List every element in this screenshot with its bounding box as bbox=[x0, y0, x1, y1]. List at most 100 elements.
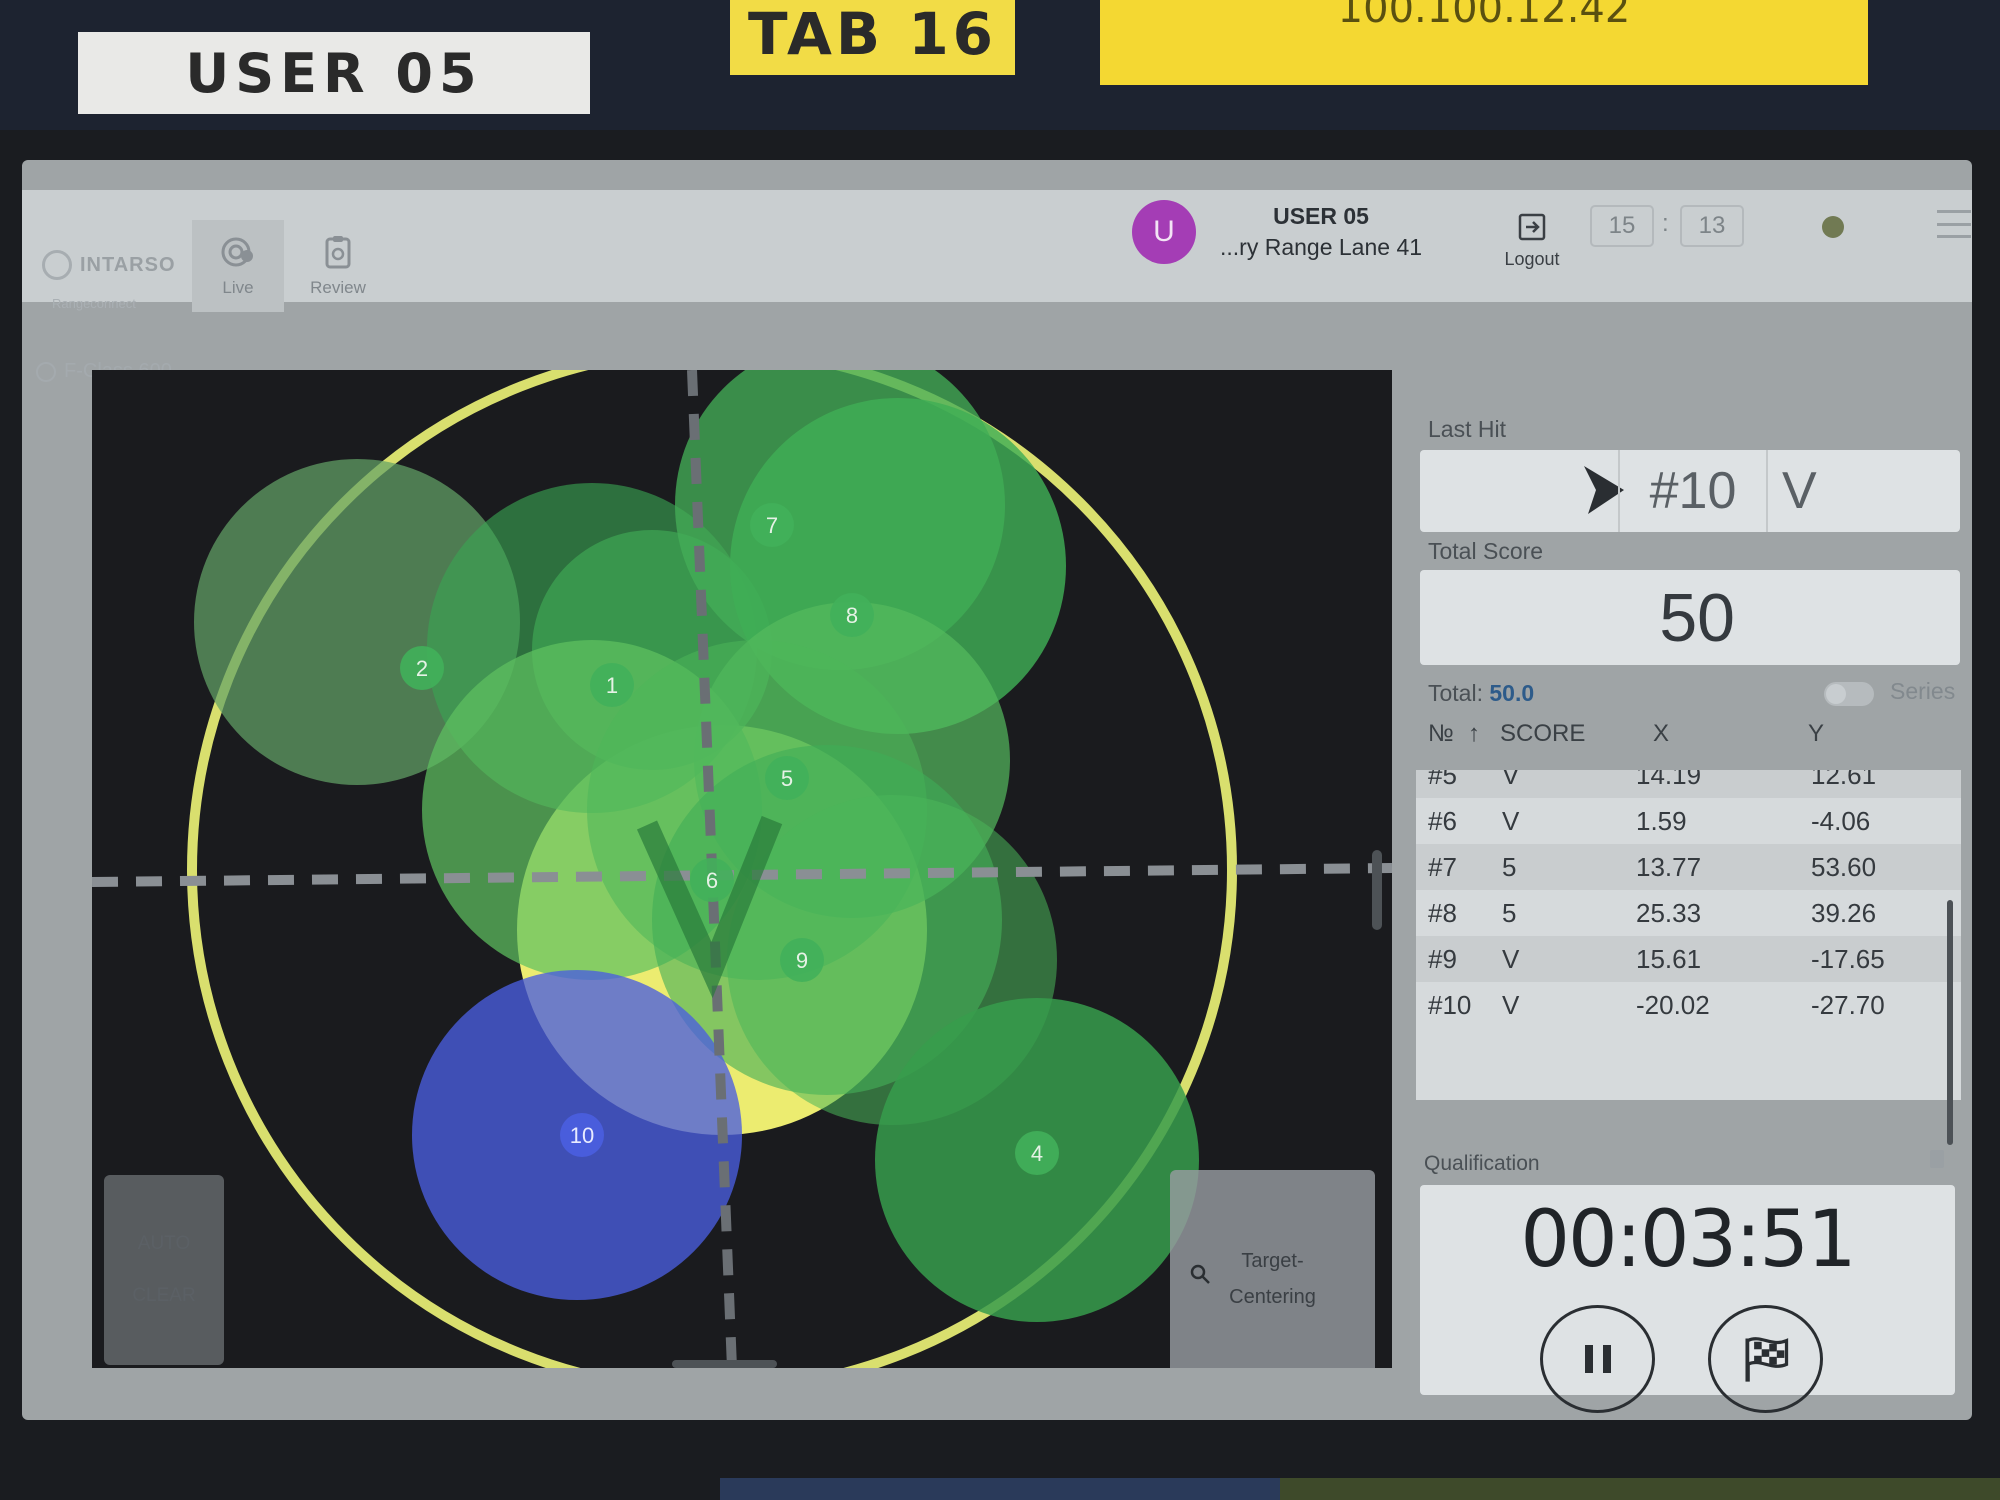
user-lane: ...ry Range Lane 41 bbox=[1220, 234, 1423, 260]
shot-number: 10 bbox=[570, 1123, 594, 1148]
cell-y: -4.06 bbox=[1811, 806, 1871, 836]
trash-icon[interactable] bbox=[1930, 1150, 1944, 1168]
shot-marker-10[interactable]: 10 bbox=[560, 1113, 604, 1157]
tablet-screen: INTARSO Rangeconnect Live Review U USER … bbox=[22, 160, 1972, 1420]
avatar: U bbox=[1132, 200, 1196, 264]
cell-score: V bbox=[1502, 770, 1520, 790]
shot-number: 8 bbox=[846, 603, 858, 628]
clock-hours: 15 bbox=[1590, 205, 1654, 247]
cell-no: #7 bbox=[1428, 852, 1457, 882]
table-row[interactable]: #6 V 1.59 -4.06 bbox=[1416, 798, 1961, 844]
shot-marker-1[interactable]: 1 bbox=[590, 663, 634, 707]
cell-score: 5 bbox=[1502, 852, 1517, 882]
hit-direction-arrow-icon bbox=[1584, 466, 1624, 514]
brand-name: INTARSO bbox=[80, 253, 176, 276]
last-hit-shot-number: #10 bbox=[1618, 450, 1768, 532]
column-score[interactable]: SCORE bbox=[1500, 720, 1586, 747]
cell-score: V bbox=[1502, 990, 1520, 1020]
shot-number: 1 bbox=[606, 673, 618, 698]
shot-number: 6 bbox=[706, 868, 718, 893]
series-label: Series bbox=[1890, 678, 1956, 704]
background-grass bbox=[1280, 1478, 2000, 1500]
target-view[interactable]: 1 2 4 5 6 7 8 9 10 AUTO CLEAR Target- Centering bbox=[92, 370, 1392, 1368]
clock-separator: : bbox=[1662, 210, 1669, 237]
shots-table[interactable]: #5 V 14.19 12.61 #6 V 1.59 -4.06 #7 5 13.77 53.60 #8… bbox=[1416, 770, 1961, 1100]
device-stand bbox=[720, 1478, 1280, 1500]
shots-table-header: № ↑ SCORE X Y bbox=[1428, 720, 1948, 760]
target-graphic[interactable]: 1 2 4 5 6 7 8 9 10 bbox=[92, 370, 1392, 1368]
table-scrollbar[interactable] bbox=[1947, 900, 1953, 1145]
last-hit-card: #10 V bbox=[1420, 450, 1960, 532]
total-prefix: Total: bbox=[1428, 680, 1483, 706]
table-row[interactable]: #9 V 15.61 -17.65 bbox=[1416, 936, 1961, 982]
target-icon bbox=[221, 237, 253, 267]
hamburger-menu-icon[interactable] bbox=[1937, 210, 1971, 238]
total-value: 50.0 bbox=[1489, 680, 1535, 706]
series-toggle[interactable] bbox=[1824, 682, 1874, 706]
nav-review[interactable]: Review bbox=[292, 220, 384, 312]
horizontal-scrollbar[interactable] bbox=[672, 1360, 777, 1368]
column-y[interactable]: Y bbox=[1808, 720, 1825, 747]
pause-button[interactable] bbox=[1540, 1305, 1655, 1413]
logout-icon bbox=[1518, 213, 1546, 240]
brand-subtitle: Rangeconnect bbox=[52, 296, 136, 311]
tab-sticker: TAB 16 bbox=[730, 0, 1015, 75]
brand-logo: INTARSO bbox=[42, 250, 176, 280]
nav-review-label: Review bbox=[310, 278, 366, 297]
shot-marker-2[interactable]: 2 bbox=[400, 646, 444, 690]
shot-marker-4[interactable]: 4 bbox=[1015, 1131, 1059, 1175]
column-x[interactable]: X bbox=[1653, 720, 1670, 747]
cell-no: #8 bbox=[1428, 898, 1457, 928]
cell-y: -17.65 bbox=[1811, 944, 1885, 974]
centering-label-2: Centering bbox=[1229, 1286, 1316, 1308]
logout-label: Logout bbox=[1504, 248, 1560, 269]
shot-number: 7 bbox=[766, 513, 778, 538]
user-name: USER 05 bbox=[1273, 203, 1369, 229]
shot-marker-7[interactable]: 7 bbox=[750, 503, 794, 547]
target-centering-button[interactable]: Target- Centering bbox=[1170, 1170, 1375, 1368]
sort-arrow-up-icon[interactable]: ↑ bbox=[1468, 720, 1480, 747]
shot-circles bbox=[194, 370, 1199, 1322]
finish-button[interactable] bbox=[1708, 1305, 1823, 1413]
outer-ring bbox=[187, 370, 1237, 1368]
auto-clear-button[interactable]: AUTO CLEAR bbox=[104, 1175, 224, 1365]
cell-no: #10 bbox=[1428, 990, 1472, 1020]
shot-number: 9 bbox=[796, 948, 808, 973]
magnifier-icon bbox=[1190, 1264, 1210, 1284]
cell-x: 13.77 bbox=[1636, 852, 1702, 882]
user-info[interactable]: U USER 05 ...ry Range Lane 41 bbox=[1132, 200, 1422, 264]
total-score-value: 50 bbox=[1420, 570, 1960, 665]
column-number[interactable]: № bbox=[1428, 720, 1454, 747]
cell-no: #5 bbox=[1428, 770, 1457, 790]
shot-marker-6[interactable]: 6 bbox=[690, 858, 734, 902]
brand-mark-icon bbox=[42, 250, 72, 280]
total-score-label: Total Score bbox=[1428, 538, 1544, 564]
nav-live[interactable]: Live bbox=[192, 220, 284, 312]
logout-button[interactable]: Logout bbox=[1472, 190, 1592, 290]
timer-display: 00:03:51 bbox=[1520, 1195, 1856, 1285]
target-resize-handle[interactable] bbox=[1372, 850, 1382, 930]
shot-marker-9[interactable]: 9 bbox=[780, 938, 824, 982]
cell-score: V bbox=[1502, 806, 1520, 836]
table-row[interactable]: #5 V 14.19 12.61 bbox=[1416, 770, 1961, 798]
clipboard-icon bbox=[325, 236, 351, 269]
table-row[interactable]: #10 V -20.02 -27.70 bbox=[1416, 982, 1961, 1028]
user-sticker: USER 05 bbox=[78, 32, 590, 114]
center-v-mark bbox=[636, 815, 783, 999]
shot-marker-5[interactable]: 5 bbox=[765, 756, 809, 800]
checkered-flag-icon bbox=[1744, 1337, 1788, 1382]
results-panel: Last Hit #10 V Total Score 50 Total: 50.… bbox=[1402, 320, 1972, 1413]
cell-x: 1.59 bbox=[1636, 806, 1687, 836]
auto-clear-line1: AUTO bbox=[137, 1233, 191, 1254]
table-row[interactable]: #8 5 25.33 39.26 bbox=[1416, 890, 1961, 936]
last-hit-label: Last Hit bbox=[1428, 416, 1506, 442]
shot-number: 4 bbox=[1031, 1141, 1043, 1166]
table-row[interactable]: #7 5 13.77 53.60 bbox=[1416, 844, 1961, 890]
shot-marker-8[interactable]: 8 bbox=[830, 593, 874, 637]
cell-x: -20.02 bbox=[1636, 990, 1710, 1020]
connection-status-indicator bbox=[1822, 216, 1844, 238]
qualification-label: Qualification bbox=[1424, 1152, 1540, 1175]
cell-score: V bbox=[1502, 944, 1520, 974]
cell-score: 5 bbox=[1502, 898, 1517, 928]
user-text: USER 05 ...ry Range Lane 41 bbox=[1220, 203, 1422, 261]
